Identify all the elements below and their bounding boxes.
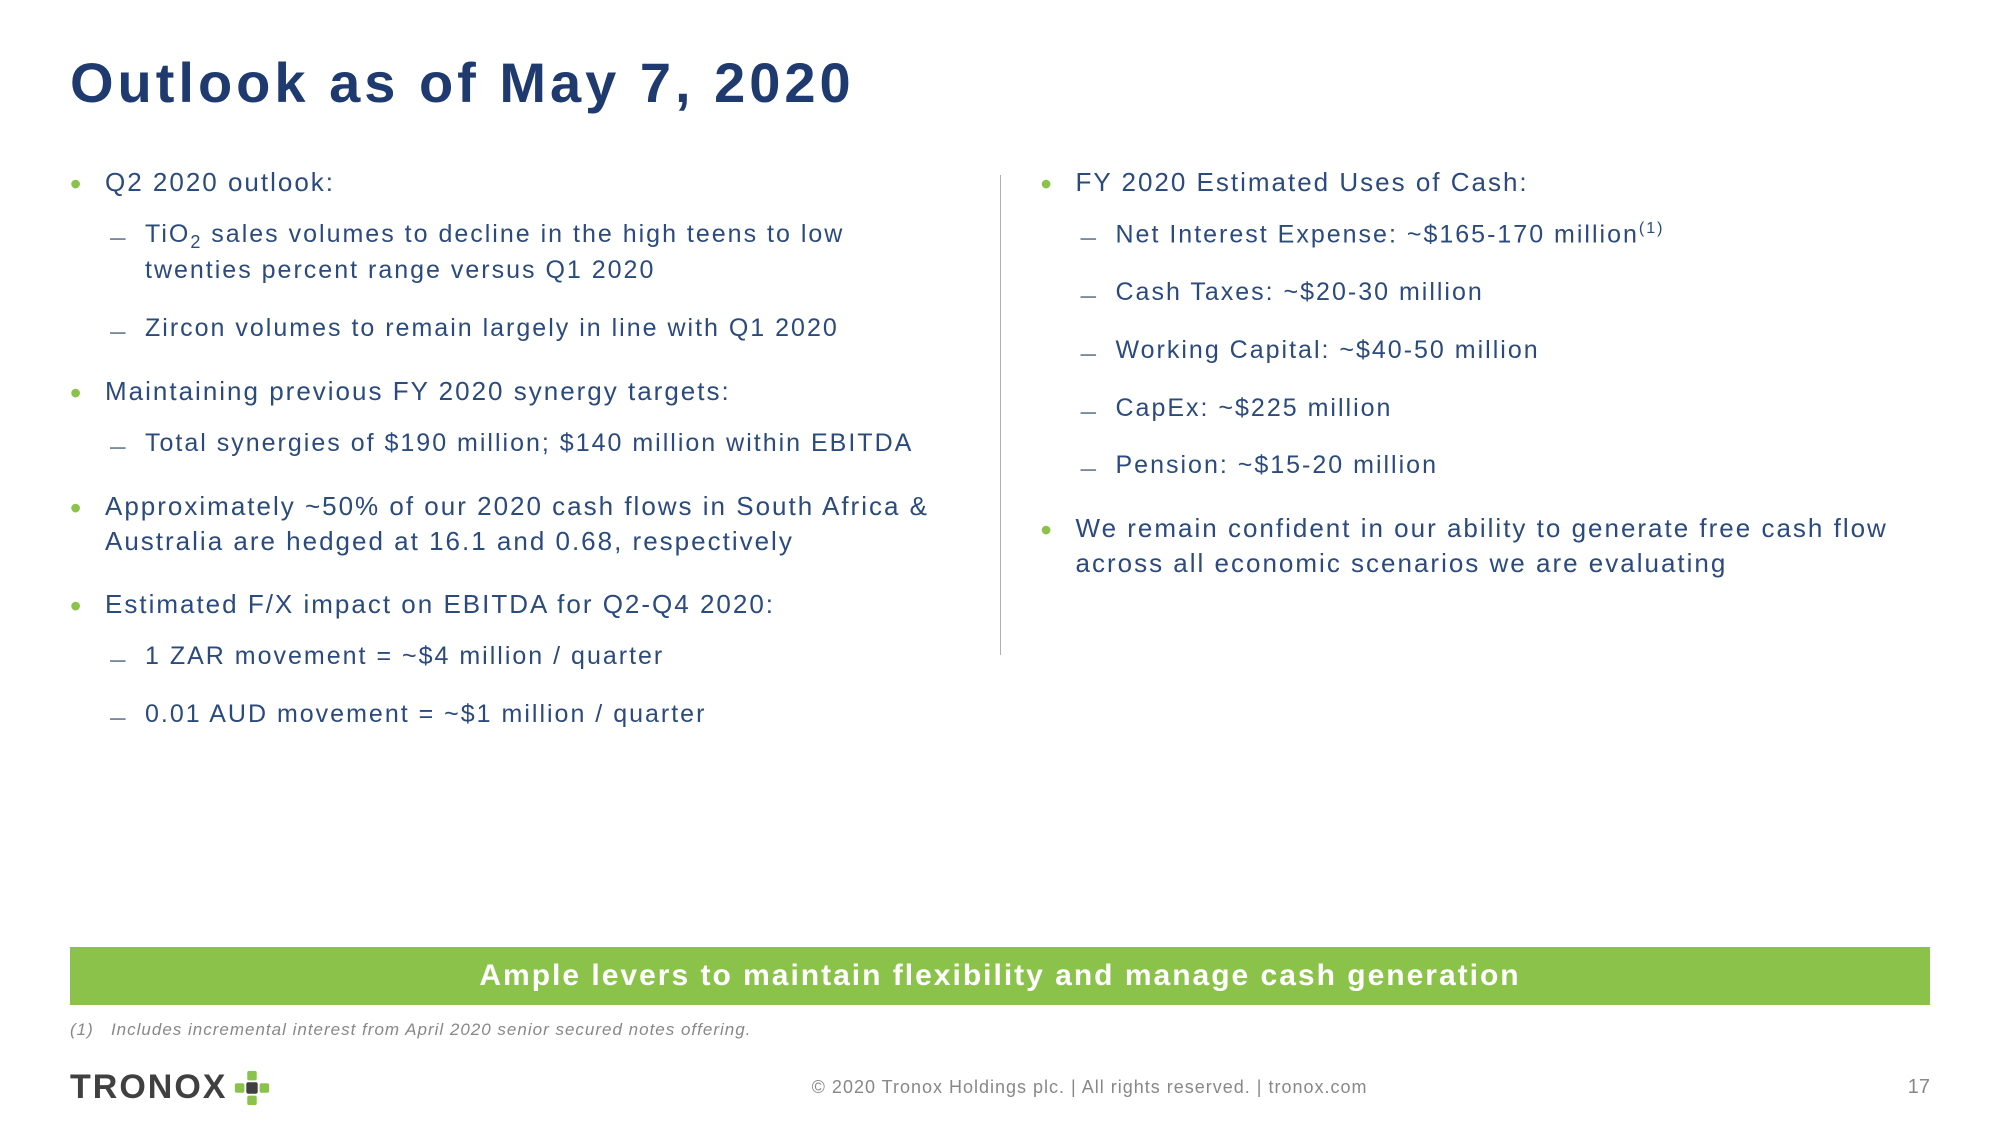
text: Maintaining previous FY 2020 synergy tar… — [105, 376, 731, 406]
sub-aud: 0.01 AUD movement = ~$1 million / quarte… — [105, 698, 960, 732]
right-column: FY 2020 Estimated Uses of Cash: Net Inte… — [1041, 165, 1931, 760]
sub-interest: Net Interest Expense: ~$165-170 million(… — [1076, 218, 1931, 252]
page-number: 17 — [1908, 1076, 1930, 1099]
slide-title: Outlook as of May 7, 2020 — [70, 50, 1930, 115]
bullet-q2-outlook: Q2 2020 outlook: TiO2 sales volumes to d… — [70, 165, 960, 346]
bullet-fx: Estimated F/X impact on EBITDA for Q2-Q4… — [70, 587, 960, 732]
content-columns: Q2 2020 outlook: TiO2 sales volumes to d… — [70, 165, 1930, 760]
copyright: © 2020 Tronox Holdings plc. | All rights… — [271, 1077, 1907, 1098]
sub-zircon: Zircon volumes to remain largely in line… — [105, 312, 960, 346]
bullet-uses-cash: FY 2020 Estimated Uses of Cash: Net Inte… — [1041, 165, 1931, 483]
text: Estimated F/X impact on EBITDA for Q2-Q4… — [105, 589, 775, 619]
highlight-banner: Ample levers to maintain flexibility and… — [70, 947, 1930, 1005]
sub-total-synergies: Total synergies of $190 million; $140 mi… — [105, 427, 960, 461]
text: FY 2020 Estimated Uses of Cash: — [1076, 167, 1529, 197]
sub-taxes: Cash Taxes: ~$20-30 million — [1076, 276, 1931, 310]
bullet-synergy: Maintaining previous FY 2020 synergy tar… — [70, 374, 960, 461]
slide: Outlook as of May 7, 2020 Q2 2020 outloo… — [0, 0, 2000, 1125]
footer: TRONOX © 2020 Tronox Holdings plc. | All… — [70, 1068, 1930, 1107]
logo: TRONOX — [70, 1068, 271, 1107]
footnote-marker: (1) — [70, 1020, 94, 1039]
logo-text: TRONOX — [70, 1068, 227, 1107]
sub-tio2: TiO2 sales volumes to decline in the hig… — [105, 218, 960, 288]
logo-icon — [233, 1069, 271, 1107]
sub-capex: CapEx: ~$225 million — [1076, 392, 1931, 426]
bullet-confident: We remain confident in our ability to ge… — [1041, 511, 1931, 581]
bullet-hedged: Approximately ~50% of our 2020 cash flow… — [70, 489, 960, 559]
left-column: Q2 2020 outlook: TiO2 sales volumes to d… — [70, 165, 960, 760]
footnote: (1) Includes incremental interest from A… — [70, 1020, 751, 1040]
sub-working-capital: Working Capital: ~$40-50 million — [1076, 334, 1931, 368]
column-divider — [1000, 175, 1001, 655]
sub-pension: Pension: ~$15-20 million — [1076, 449, 1931, 483]
footnote-text: Includes incremental interest from April… — [111, 1020, 751, 1039]
text: Q2 2020 outlook: — [105, 167, 335, 197]
sub-zar: 1 ZAR movement = ~$4 million / quarter — [105, 640, 960, 674]
